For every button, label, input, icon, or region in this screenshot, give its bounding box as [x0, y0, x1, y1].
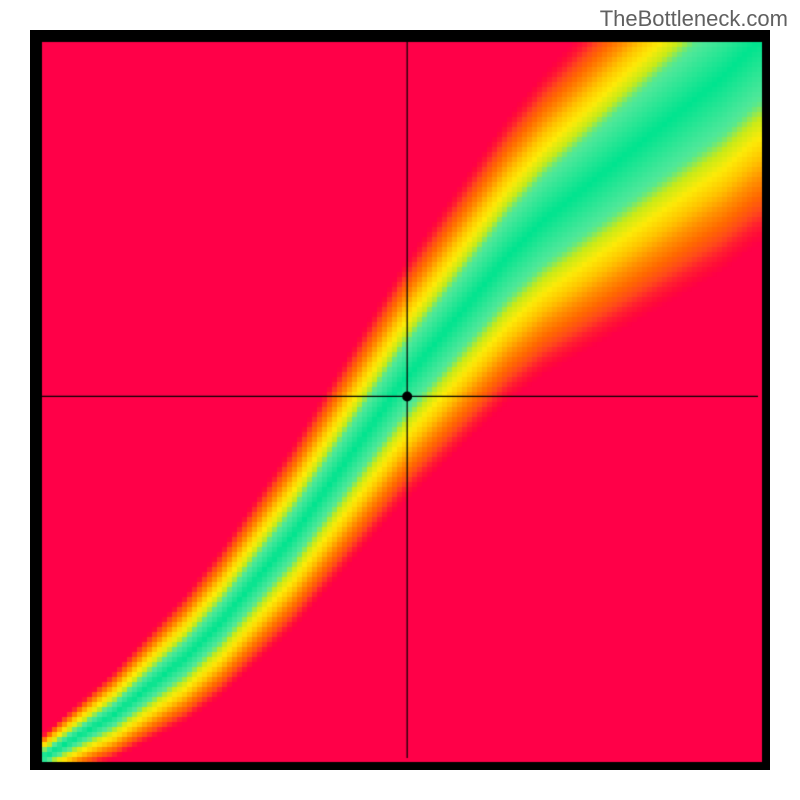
watermark: TheBottleneck.com	[600, 6, 788, 32]
bottleneck-heatmap	[30, 30, 770, 770]
chart-container: TheBottleneck.com	[0, 0, 800, 800]
